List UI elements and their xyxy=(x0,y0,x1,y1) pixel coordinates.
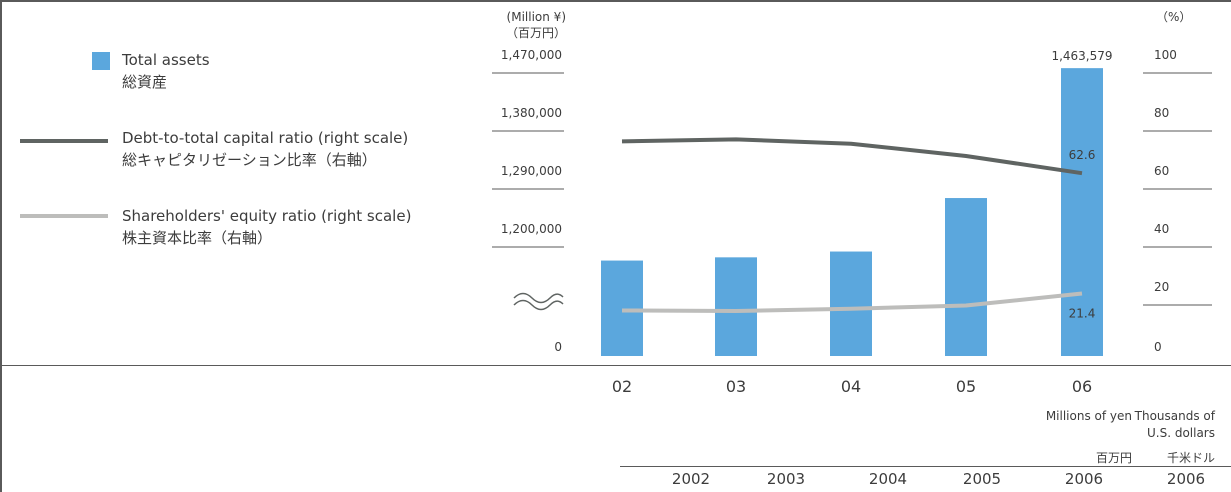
data-label-debt-ratio-2006: 62.6 xyxy=(1069,148,1096,162)
bar-total-assets xyxy=(830,251,872,356)
bar-total-assets xyxy=(1061,68,1103,357)
x-axis-category-label: 03 xyxy=(726,377,746,396)
bar-total-assets xyxy=(945,198,987,356)
x-axis-category-label: 05 xyxy=(956,377,976,396)
line-equity-ratio xyxy=(621,291,1083,314)
legend-total-assets-ja: 総資産 xyxy=(122,73,168,91)
table-unit-usd-en-1: Thousands of xyxy=(1134,409,1215,423)
axis-break-icon-2 xyxy=(513,299,564,311)
table-unit-usd-ja: 千米ドル xyxy=(1166,451,1215,465)
x-axis-category-label: 06 xyxy=(1072,377,1092,396)
table-year-2006-usd: 2006 xyxy=(1166,470,1206,488)
table-header-divider xyxy=(620,466,1231,467)
right-axis-unit: （%） xyxy=(1156,10,1192,24)
legend-equity-ratio-ja: 株主資本比率（右軸） xyxy=(122,229,273,247)
left-axis-tick-label: 1,290,000 xyxy=(501,164,562,178)
axis-break-icon xyxy=(513,292,564,304)
right-axis-tick-label: 40 xyxy=(1154,222,1169,236)
bar-total-assets xyxy=(715,257,757,356)
right-axis-tick-label: 60 xyxy=(1154,164,1169,178)
table-year-2003: 2003 xyxy=(766,470,806,488)
frame-top-border xyxy=(0,0,1231,2)
left-axis-tick-label: 1,470,000 xyxy=(501,48,562,62)
left-axis-unit-en: (Million ¥) xyxy=(506,10,566,24)
legend-total-assets-en: Total assets xyxy=(122,51,210,69)
right-axis-tick-label: 80 xyxy=(1154,106,1169,120)
left-axis-tick-label: 0 xyxy=(554,340,562,354)
right-axis-tick-label: 20 xyxy=(1154,280,1169,294)
table-year-2004: 2004 xyxy=(868,470,908,488)
table-year-2005: 2005 xyxy=(962,470,1002,488)
line-debt-ratio xyxy=(621,137,1083,176)
right-axis-tick-label: 0 xyxy=(1154,340,1162,354)
legend-swatch-total-assets xyxy=(92,52,110,70)
legend-line-debt-ratio xyxy=(20,139,108,143)
data-label-equity-ratio-2006: 21.4 xyxy=(1069,307,1096,321)
legend-debt-ratio-en: Debt-to-total capital ratio (right scale… xyxy=(122,129,409,147)
left-axis-unit-ja: （百万円） xyxy=(505,26,566,40)
x-axis-category-label: 04 xyxy=(841,377,861,396)
table-unit-yen-ja: 百万円 xyxy=(1095,451,1132,465)
bar-total-assets xyxy=(601,260,643,356)
table-unit-yen-en: Millions of yen xyxy=(1045,409,1132,423)
legend-debt-ratio-ja: 総キャピタリゼーション比率（右軸） xyxy=(122,151,377,169)
right-axis-tick-label: 100 xyxy=(1154,48,1177,62)
legend-equity-ratio-en: Shareholders' equity ratio (right scale) xyxy=(122,207,412,225)
left-axis-tick-label: 1,380,000 xyxy=(501,106,562,120)
frame-left-border xyxy=(0,0,2,492)
legend-line-equity-ratio xyxy=(20,214,108,218)
data-label-total-assets-2006: 1,463,579 xyxy=(1051,49,1112,63)
table-year-2006-yen: 2006 xyxy=(1064,470,1104,488)
table-year-2002: 2002 xyxy=(671,470,711,488)
chart-baseline-divider xyxy=(0,365,1231,366)
x-axis-category-label: 02 xyxy=(612,377,632,396)
left-axis-tick-label: 1,200,000 xyxy=(501,222,562,236)
table-unit-usd-en-2: U.S. dollars xyxy=(1146,426,1215,440)
